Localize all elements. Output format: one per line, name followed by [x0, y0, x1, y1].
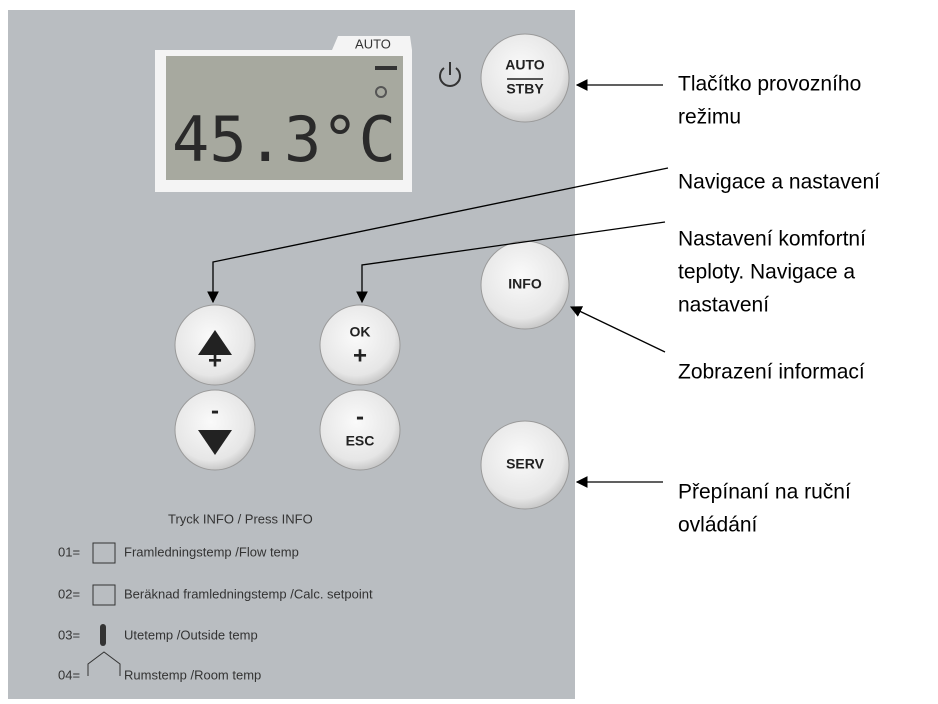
screen: AUTO 45.3°C AUTOSTBYINFOSERV+OK+--ESC Tr…	[0, 0, 938, 699]
annotation: nastavení	[678, 294, 769, 317]
legend-text: Rumstemp /Room temp	[124, 667, 261, 682]
button-label[interactable]: ESC	[346, 433, 375, 449]
lcd-reading: 45.3°C	[172, 103, 396, 176]
lcd-bar	[375, 66, 397, 70]
legend-code: 02=	[58, 586, 80, 601]
legend-text: Utetemp /Outside temp	[124, 627, 258, 642]
display-mode: AUTO	[355, 36, 391, 51]
button[interactable]: OK +	[320, 305, 400, 385]
legend-title: Tryck INFO / Press INFO	[168, 511, 313, 526]
legend-code: 04=	[58, 667, 80, 682]
button-label[interactable]: AUTO	[505, 57, 545, 73]
button-label[interactable]: +	[353, 342, 367, 369]
legend-code: 01=	[58, 544, 80, 559]
annotation: Přepínaní na ruční	[678, 481, 851, 504]
button[interactable]: - ESC	[320, 390, 400, 470]
annotation: teploty. Navigace a	[678, 261, 855, 284]
thermometer-icon	[100, 624, 106, 646]
annotation: Zobrazení informací	[678, 361, 865, 384]
legend-text: Beräknad framledningstemp /Calc. setpoin…	[124, 586, 373, 601]
button-label[interactable]: INFO	[508, 276, 542, 292]
button-label[interactable]: STBY	[506, 81, 544, 97]
button-label[interactable]: -	[356, 403, 364, 430]
legend-text: Framledningstemp /Flow temp	[124, 544, 299, 559]
button-face[interactable]	[481, 34, 569, 122]
legend-code: 03=	[58, 627, 80, 642]
arrow	[571, 307, 665, 352]
button[interactable]: INFO	[481, 241, 569, 329]
button-label[interactable]: OK	[350, 324, 371, 340]
annotation: režimu	[678, 106, 741, 129]
annotation: Nastavení komfortní	[678, 228, 866, 251]
annotation: ovládání	[678, 514, 758, 537]
button[interactable]: AUTO STBY	[481, 34, 569, 122]
annotations: Tlačítko provozního režimu Navigace a nast…	[678, 73, 880, 537]
annotation: Navigace a nastavení	[678, 171, 880, 194]
button-label[interactable]: -	[211, 397, 219, 424]
button-label[interactable]: SERV	[506, 456, 545, 472]
button[interactable]: SERV	[481, 421, 569, 509]
annotation: Tlačítko provozního	[678, 73, 861, 96]
